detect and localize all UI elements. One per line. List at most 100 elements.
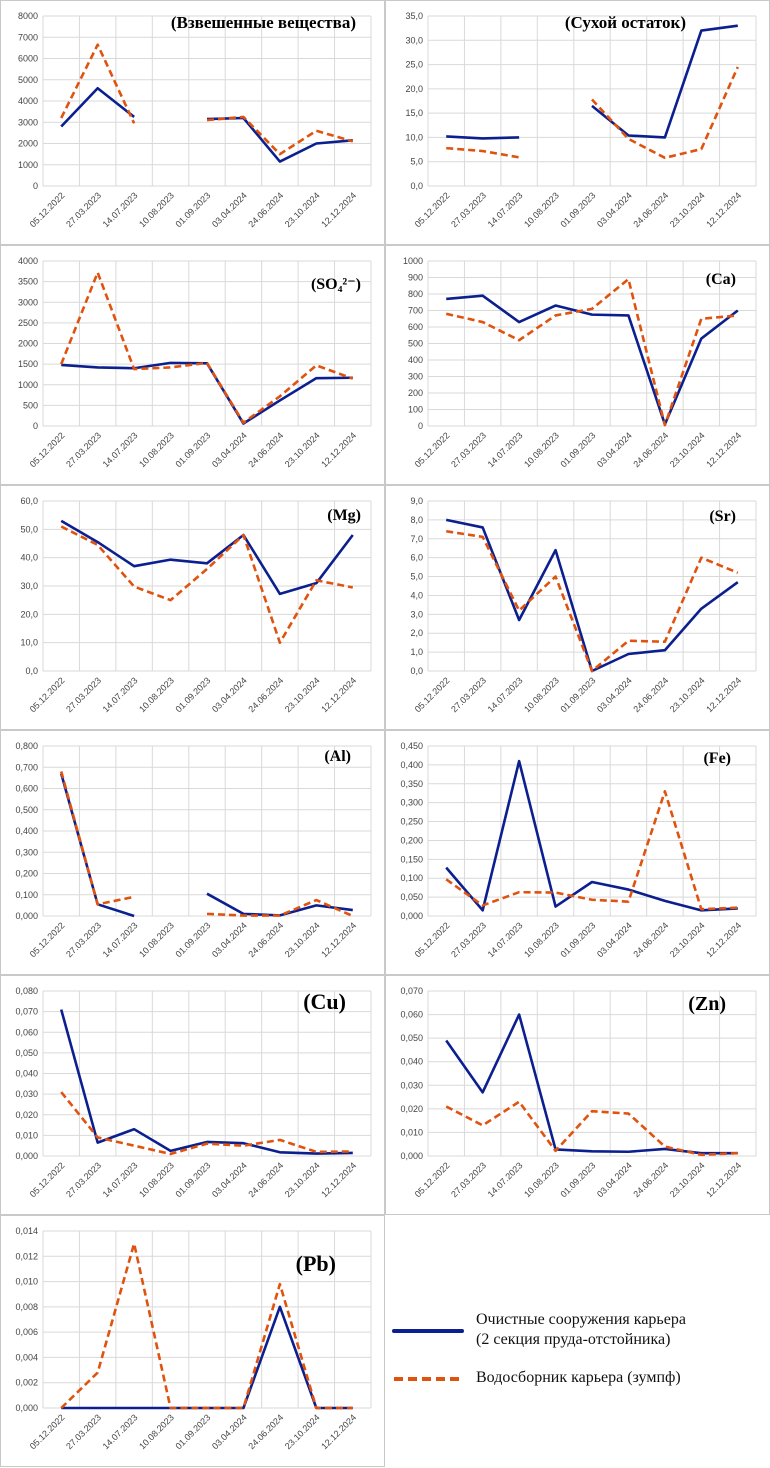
- x-tick-label: 05.12.2022: [413, 920, 452, 959]
- series-line-sump: [446, 146, 520, 159]
- x-tick-label: 12.12.2024: [704, 190, 743, 229]
- y-tick-label: 20,0: [405, 84, 423, 94]
- x-tick-label: 03.04.2024: [595, 190, 634, 229]
- chart-title: (Сухой остаток): [565, 13, 686, 32]
- x-tick-label: 24.06.2024: [631, 190, 670, 229]
- chart-title: (Zn): [688, 993, 726, 1015]
- x-tick-label: 27.03.2023: [64, 190, 103, 229]
- x-tick-label: 14.07.2023: [486, 675, 525, 714]
- y-tick-label: 0,050: [400, 1033, 423, 1043]
- x-tick-label: 27.03.2023: [449, 1160, 488, 1199]
- y-tick-label: 0,000: [15, 1151, 38, 1161]
- y-tick-label: 40,0: [20, 553, 38, 563]
- chart-panel-zn: 0,000 0,010 0,020 0,030 0,040 0,050 0,060 0,070…: [385, 975, 770, 1215]
- x-tick-label: 05.12.2022: [28, 430, 67, 469]
- chart-svg: 0,0 5,0 10,0 15,0 20,0 25,0 30,0 35,0 05.12.2022…: [405, 11, 757, 229]
- y-tick-label: 0,070: [15, 1007, 38, 1017]
- legend-solid-line-swatch: [392, 1329, 464, 1333]
- chart-panel-сухой-остаток: 0,0 5,0 10,0 15,0 20,0 25,0 30,0 35,0 05.12.2022…: [385, 0, 770, 245]
- y-tick-label: 0,050: [400, 892, 423, 902]
- y-tick-label: 0,450: [400, 741, 423, 751]
- chart-title: (Al): [324, 748, 351, 765]
- x-tick-label: 10.08.2023: [522, 190, 561, 229]
- x-tick-label: 03.04.2024: [210, 1412, 249, 1451]
- y-tick-label: 500: [23, 400, 38, 410]
- x-tick-label: 10.08.2023: [137, 430, 176, 469]
- x-tick-label: 03.04.2024: [210, 920, 249, 959]
- x-tick-label: 12.12.2024: [704, 430, 743, 469]
- x-tick-label: 23.10.2024: [668, 1160, 707, 1199]
- y-tick-label: 200: [408, 388, 423, 398]
- x-tick-label: 12.12.2024: [704, 1160, 743, 1199]
- y-tick-label: 8000: [18, 11, 38, 21]
- x-tick-label: 14.07.2023: [101, 1160, 140, 1199]
- y-tick-label: 0,020: [400, 1104, 423, 1114]
- y-tick-label: 0,014: [15, 1226, 38, 1236]
- y-tick-label: 2000: [18, 339, 38, 349]
- y-tick-label: 100: [408, 405, 423, 415]
- x-tick-label: 14.07.2023: [101, 1412, 140, 1451]
- y-tick-label: 500: [408, 339, 423, 349]
- x-tick-label: 27.03.2023: [64, 675, 103, 714]
- x-tick-label: 27.03.2023: [64, 1412, 103, 1451]
- y-tick-label: 7,0: [410, 534, 423, 544]
- x-tick-label: 27.03.2023: [64, 920, 103, 959]
- x-tick-label: 14.07.2023: [486, 920, 525, 959]
- x-tick-label: 03.04.2024: [210, 430, 249, 469]
- y-tick-label: 0,350: [400, 779, 423, 789]
- y-tick-label: 0,060: [15, 1027, 38, 1037]
- chart-panel-sr: 0,0 1,0 2,0 3,0 4,0 5,0 6,0 7,0 8,0 9,0 05.12.2022…: [385, 485, 770, 730]
- x-tick-label: 27.03.2023: [449, 920, 488, 959]
- x-tick-label: 24.06.2024: [631, 675, 670, 714]
- y-tick-label: 0,008: [15, 1302, 38, 1312]
- series-line-sump: [60, 525, 354, 644]
- x-tick-label: 01.09.2023: [173, 1160, 212, 1199]
- x-tick-label: 03.04.2024: [210, 1160, 249, 1199]
- x-tick-label: 05.12.2022: [28, 1412, 67, 1451]
- x-tick-label: 23.10.2024: [283, 920, 322, 959]
- y-tick-label: 0,800: [15, 741, 38, 751]
- y-tick-label: 4000: [18, 256, 38, 266]
- x-tick-label: 14.07.2023: [101, 430, 140, 469]
- y-tick-label: 700: [408, 306, 423, 316]
- y-tick-label: 900: [408, 273, 423, 283]
- x-tick-label: 27.03.2023: [449, 675, 488, 714]
- chart-panel-cu: 0,000 0,010 0,020 0,030 0,040 0,050 0,060 0,070…: [0, 975, 385, 1215]
- y-tick-label: 1000: [18, 160, 38, 170]
- x-tick-label: 24.06.2024: [246, 675, 285, 714]
- chart-title: (Sr): [709, 508, 736, 525]
- y-tick-label: 2000: [18, 139, 38, 149]
- x-tick-label: 24.06.2024: [246, 430, 285, 469]
- series-line-sump: [445, 277, 738, 427]
- y-tick-label: 0,010: [400, 1127, 423, 1137]
- series-line-sump: [445, 1100, 738, 1157]
- y-tick-label: 1000: [18, 380, 38, 390]
- y-tick-label: 4,0: [410, 590, 423, 600]
- x-tick-label: 14.07.2023: [101, 190, 140, 229]
- y-tick-label: 2,0: [410, 628, 423, 638]
- y-tick-label: 3,0: [410, 609, 423, 619]
- legend-item-sump: Водосборник карьера (зумпф): [392, 1368, 681, 1388]
- x-tick-label: 24.06.2024: [631, 920, 670, 959]
- y-tick-label: 0,200: [15, 869, 38, 879]
- chart-svg: 0,000 0,002 0,004 0,006 0,008 0,010 0,012 0,014…: [15, 1226, 372, 1451]
- series-line-sump: [59, 771, 135, 906]
- series-line-treatment-facility: [446, 294, 739, 426]
- chart-panel-взвешенные-вещества: 0 1000 2000 3000 4000 5000 6000 7000 8000 05.12.2…: [0, 0, 385, 245]
- chart-svg: 0 100 200 300 400 500 600 700 800 900 1000 05.12.20…: [403, 256, 757, 469]
- y-tick-label: 0,300: [15, 847, 38, 857]
- x-tick-label: 05.12.2022: [28, 675, 67, 714]
- x-tick-label: 12.12.2024: [319, 430, 358, 469]
- x-tick-label: 10.08.2023: [522, 675, 561, 714]
- chart-svg: 0,0 1,0 2,0 3,0 4,0 5,0 6,0 7,0 8,0 9,0 05.12.2022…: [410, 496, 757, 714]
- x-tick-label: 01.09.2023: [558, 190, 597, 229]
- series-line-treatment-facility: [591, 24, 738, 139]
- x-tick-label: 01.09.2023: [558, 1160, 597, 1199]
- x-tick-label: 03.04.2024: [595, 675, 634, 714]
- y-tick-label: 0,0: [410, 666, 423, 676]
- series-line-treatment-facility: [61, 361, 353, 425]
- x-tick-label: 10.08.2023: [522, 920, 561, 959]
- y-tick-label: 3500: [18, 277, 38, 287]
- y-tick-label: 0,100: [15, 890, 38, 900]
- x-tick-label: 24.06.2024: [246, 920, 285, 959]
